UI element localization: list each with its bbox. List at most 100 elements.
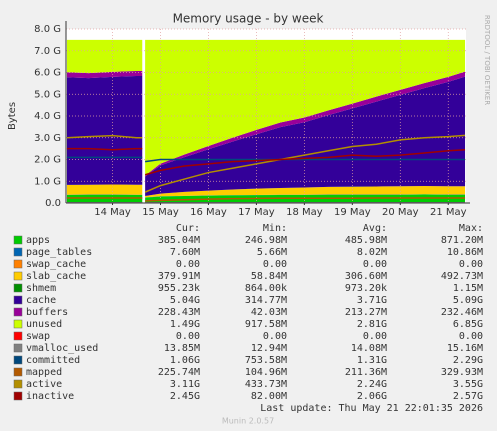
area	[66, 39, 466, 176]
legend-stat: 0.00	[176, 259, 200, 270]
legend-stat: 5.09G	[453, 295, 483, 306]
legend-swatch	[13, 343, 23, 353]
legend-stat: 329.93M	[441, 367, 483, 378]
x-tick-label: 21 May	[430, 207, 467, 218]
legend-stat: 492.73M	[441, 271, 483, 282]
legend-label: committed	[26, 355, 80, 366]
legend-stat: 6.85G	[453, 319, 483, 330]
legend-swatch	[13, 295, 23, 305]
legend-stat: 82.00M	[251, 391, 287, 402]
legend-swatch	[13, 271, 23, 281]
legend-swatch	[13, 247, 23, 257]
legend-header: Cur:	[176, 223, 200, 234]
legend-stat: 8.02M	[357, 247, 387, 258]
legend-stat: 13.85M	[164, 343, 200, 354]
line	[66, 134, 466, 193]
legend-stat: 864.00k	[245, 283, 287, 294]
legend-stat: 5.66M	[257, 247, 287, 258]
legend-swatch	[13, 367, 23, 377]
legend-stat: 871.20M	[441, 235, 483, 246]
area	[66, 184, 466, 198]
legend-stat: 973.20k	[345, 283, 387, 294]
legend-label: apps	[26, 235, 50, 246]
legend-stat: 3.71G	[357, 295, 387, 306]
y-tick-label: 3.0 G	[34, 133, 61, 144]
legend-stat: 2.24G	[357, 379, 387, 390]
x-tick-label: 15 May	[142, 207, 179, 218]
legend-stat: 379.91M	[158, 271, 200, 282]
legend-stat: 1.06G	[170, 355, 200, 366]
legend-stat: 14.08M	[351, 343, 387, 354]
y-tick-label: 8.0 G	[34, 24, 61, 35]
y-tick-label: 7.0 G	[34, 46, 61, 57]
legend-stat: 0.00	[459, 259, 483, 270]
legend-stat: 228.43M	[158, 307, 200, 318]
legend-stat: 1.49G	[170, 319, 200, 330]
legend-label: slab_cache	[26, 271, 86, 282]
x-tick-label: 19 May	[334, 207, 371, 218]
legend-label: vmalloc_used	[26, 343, 98, 354]
legend-swatch	[13, 319, 23, 329]
y-tick-label: 0.0	[45, 198, 61, 209]
legend-label: page_tables	[26, 247, 92, 258]
legend-stat: 7.60M	[170, 247, 200, 258]
legend-label: inactive	[26, 391, 74, 402]
legend-label: swap	[26, 331, 50, 342]
legend-stat: 0.00	[263, 259, 287, 270]
legend-stat: 104.96M	[245, 367, 287, 378]
y-tick-label: 2.0 G	[34, 155, 61, 166]
legend-stat: 306.60M	[345, 271, 387, 282]
legend-stat: 0.00	[459, 331, 483, 342]
x-tick-label: 16 May	[190, 207, 227, 218]
legend-stat: 5.04G	[170, 295, 200, 306]
legend-header: Avg:	[363, 223, 387, 234]
legend-stat: 225.74M	[158, 367, 200, 378]
legend-stat: 15.16M	[447, 343, 483, 354]
legend-swatch	[13, 259, 23, 269]
legend-stat: 211.36M	[345, 367, 387, 378]
legend-stat: 2.57G	[453, 391, 483, 402]
y-axis-label: Bytes	[7, 102, 18, 130]
legend-label: cache	[26, 295, 56, 306]
legend-stat: 385.04M	[158, 235, 200, 246]
legend-stat: 232.46M	[441, 307, 483, 318]
legend-stat: 955.23k	[158, 283, 200, 294]
area	[66, 75, 466, 197]
chart-title: Memory usage - by week	[173, 12, 324, 26]
y-tick-label: 6.0 G	[34, 68, 61, 79]
footer: Munin 2.0.57	[222, 417, 274, 426]
legend-swatch	[13, 391, 23, 401]
x-tick-label: 20 May	[382, 207, 419, 218]
y-tick-label: 5.0 G	[34, 89, 61, 100]
legend-stat: 12.94M	[251, 343, 287, 354]
legend-stat: 0.00	[263, 331, 287, 342]
legend-swatch	[13, 307, 23, 317]
legend-label: unused	[26, 319, 62, 330]
legend-stat: 314.77M	[245, 295, 287, 306]
legend-label: active	[26, 379, 62, 390]
legend-stat: 2.06G	[357, 391, 387, 402]
area	[66, 194, 466, 198]
legend-swatch	[13, 355, 23, 365]
x-tick-label: 14 May	[94, 207, 131, 218]
legend-stat: 3.11G	[170, 379, 200, 390]
legend-stat: 753.58M	[245, 355, 287, 366]
legend-label: mapped	[26, 367, 62, 378]
x-tick-label: 18 May	[286, 207, 323, 218]
line	[66, 197, 466, 202]
legend-stat: 2.29G	[453, 355, 483, 366]
legend-header: Min:	[263, 223, 287, 234]
legend-label: shmem	[26, 283, 56, 294]
y-tick-label: 4.0 G	[34, 111, 61, 122]
legend-stat: 58.84M	[251, 271, 287, 282]
x-tick-label: 17 May	[238, 207, 275, 218]
legend-stat: 0.00	[176, 331, 200, 342]
legend-swatch	[13, 379, 23, 389]
legend-label: swap_cache	[26, 259, 86, 270]
legend-stat: 3.55G	[453, 379, 483, 390]
legend-stat: 485.98M	[345, 235, 387, 246]
legend-swatch	[13, 283, 23, 293]
legend-stat: 246.98M	[245, 235, 287, 246]
